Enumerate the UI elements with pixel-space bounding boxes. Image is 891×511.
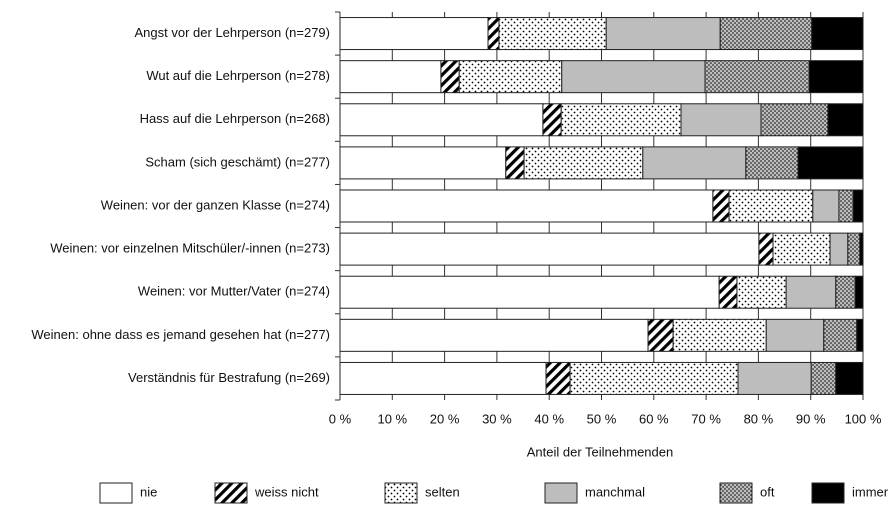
bar-segment (760, 103, 829, 137)
bar-segment (719, 17, 813, 51)
bar-segment (838, 189, 854, 223)
bar-segment (797, 146, 864, 180)
bar-segment (811, 17, 864, 51)
bar-segment (339, 146, 507, 180)
x-tick-label: 80 % (744, 411, 774, 426)
bar-segment (704, 60, 810, 94)
bar-segment (440, 60, 460, 94)
bar-segment (808, 60, 864, 94)
bar-segment (854, 275, 864, 309)
bar-segment (827, 103, 864, 137)
bar-segment (745, 146, 799, 180)
legend-label: oft (760, 484, 775, 499)
y-tick-label: Weinen: vor einzelnen Mitschüler/-innen … (50, 241, 330, 256)
bar-segment (339, 189, 714, 223)
bar-segment (856, 318, 864, 352)
bar-segment (339, 318, 649, 352)
bar-segment (523, 146, 644, 180)
y-tick-label: Scham (sich geschämt) (n=277) (145, 154, 330, 169)
bar-segment (737, 361, 812, 395)
bar-segment (728, 189, 814, 223)
bar-segment (642, 146, 747, 180)
bar-segment (339, 361, 547, 395)
legend-label: immer (852, 484, 889, 499)
y-tick-label: Weinen: vor Mutter/Vater (n=274) (138, 284, 330, 299)
x-tick-label: 20 % (430, 411, 460, 426)
bar-segment (823, 318, 858, 352)
bar-segment (545, 361, 571, 395)
bar-segment (339, 103, 544, 137)
bar-segment (835, 361, 864, 395)
bar-segment (852, 189, 864, 223)
legend-label: nie (140, 484, 157, 499)
x-tick-label: 10 % (377, 411, 407, 426)
legend-label: weiss nicht (254, 484, 319, 499)
bar-segment (498, 17, 607, 51)
bar-segment (785, 275, 837, 309)
bar-segment (672, 318, 767, 352)
bar-segment (829, 232, 849, 266)
legend-label: manchmal (585, 484, 645, 499)
legend-swatch (719, 482, 753, 504)
bar-segment (561, 60, 706, 94)
x-tick-label: 30 % (482, 411, 512, 426)
bar-segment (812, 189, 840, 223)
bar-segment (458, 60, 563, 94)
bar-segment (765, 318, 825, 352)
bar-segment (487, 17, 500, 51)
bar-segment (505, 146, 525, 180)
bar-segment (835, 275, 856, 309)
x-tick-label: 70 % (691, 411, 721, 426)
bar-segment (542, 103, 562, 137)
x-tick-label: 50 % (587, 411, 617, 426)
bar-segment (712, 189, 730, 223)
legend-swatch (384, 482, 418, 504)
x-tick-label: 0 % (329, 411, 352, 426)
x-tick-label: 40 % (534, 411, 564, 426)
bar-segment (680, 103, 762, 137)
bar-segment (859, 232, 864, 266)
legend-swatch (99, 482, 133, 504)
bar-segment (647, 318, 674, 352)
legend-swatch (214, 482, 248, 504)
x-tick-label: 60 % (639, 411, 669, 426)
bar-segment (810, 361, 837, 395)
y-tick-label: Verständnis für Bestrafung (n=269) (128, 370, 330, 385)
x-tick-label: 100 % (845, 411, 882, 426)
y-tick-label: Wut auf die Lehrperson (n=278) (146, 68, 330, 83)
x-axis-label: Anteil der Teilnehmenden (527, 444, 673, 459)
x-tick-label: 90 % (796, 411, 826, 426)
bar-segment (560, 103, 682, 137)
bar-segment (718, 275, 738, 309)
bar-segment (339, 17, 489, 51)
y-tick-label: Weinen: ohne dass es jemand gesehen hat … (31, 327, 330, 342)
bar-segment (736, 275, 787, 309)
y-tick-label: Weinen: vor der ganzen Klasse (n=274) (101, 197, 330, 212)
bar-segment (569, 361, 739, 395)
bar-segment (339, 275, 720, 309)
y-tick-label: Angst vor der Lehrperson (n=279) (135, 25, 330, 40)
bar-segment (605, 17, 721, 51)
bar-segment (772, 232, 831, 266)
bar-segment (758, 232, 774, 266)
bar-segment (339, 232, 760, 266)
bar-segment (847, 232, 861, 266)
y-tick-label: Hass auf die Lehrperson (n=268) (140, 111, 330, 126)
legend-label: selten (425, 484, 460, 499)
legend-swatch (544, 482, 578, 504)
bar-segment (339, 60, 442, 94)
legend-swatch (811, 482, 845, 504)
